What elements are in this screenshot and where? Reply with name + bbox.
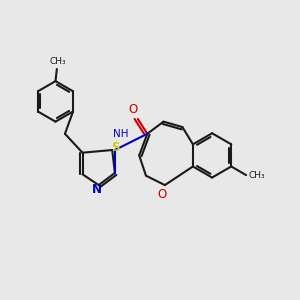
Text: S: S	[111, 141, 119, 154]
Text: NH: NH	[113, 129, 128, 139]
Text: CH₃: CH₃	[248, 171, 265, 180]
Text: O: O	[128, 103, 138, 116]
Text: N: N	[92, 183, 102, 196]
Text: CH₃: CH₃	[50, 57, 67, 66]
Text: O: O	[158, 188, 167, 201]
